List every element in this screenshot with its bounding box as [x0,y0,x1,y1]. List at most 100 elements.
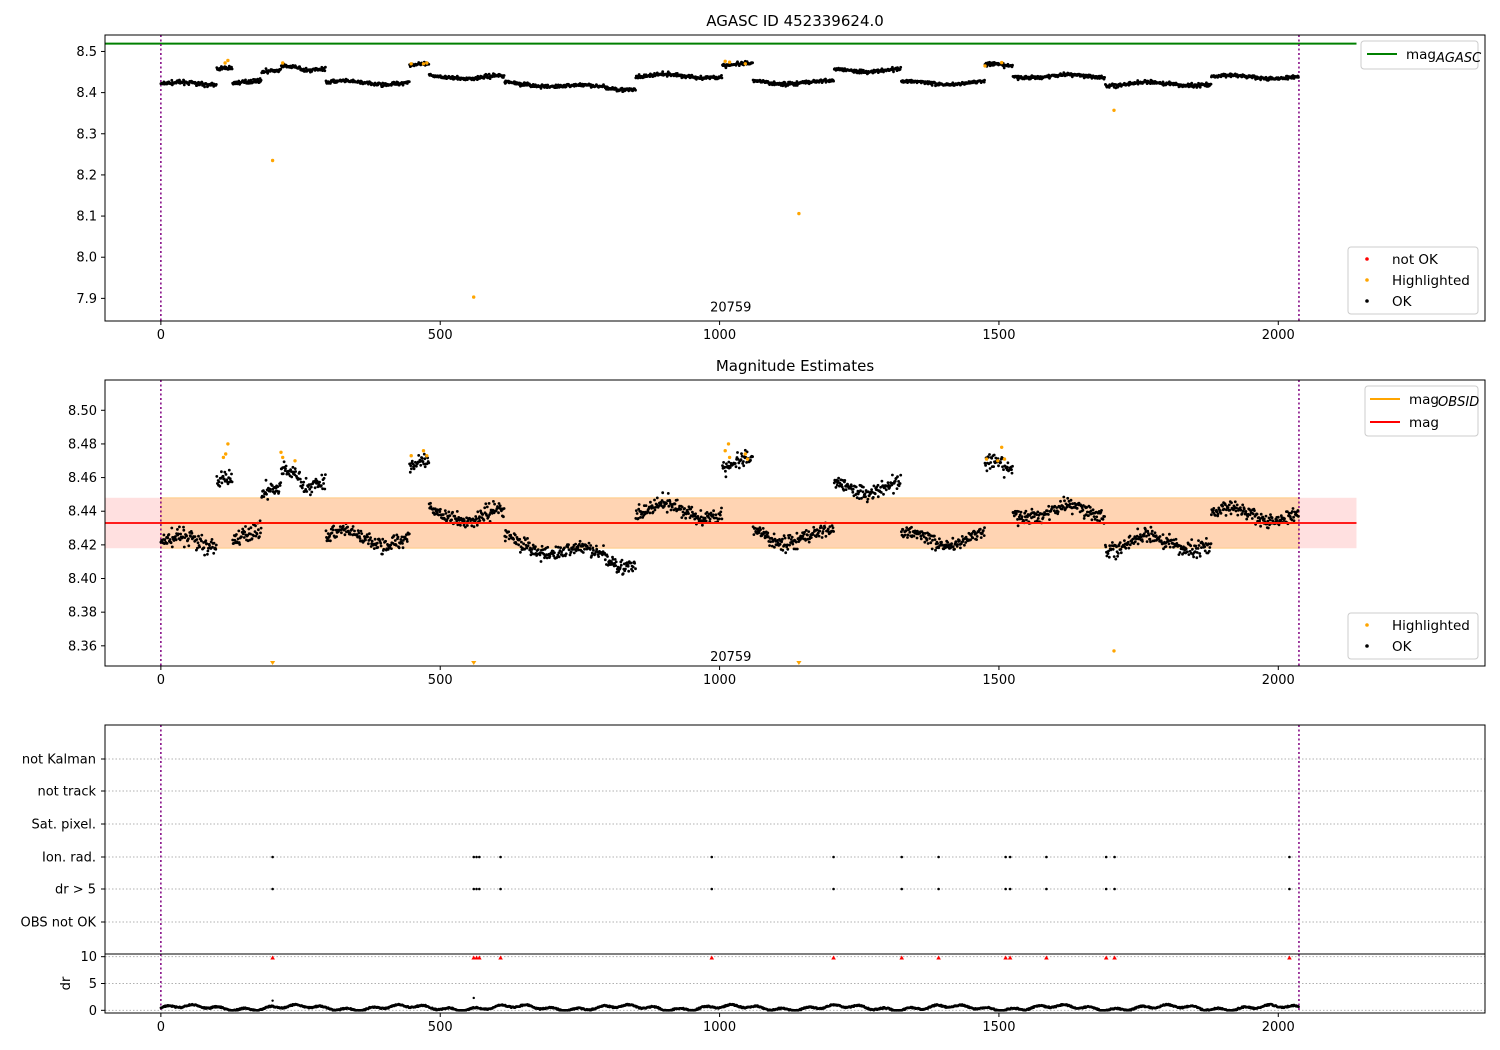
y-tick-label: 8.3 [76,127,97,142]
ok-point [1063,499,1066,503]
ok-point [259,531,262,535]
ok-point [348,532,352,536]
ok-point [268,487,272,491]
ok-point [951,545,955,549]
ok-point [472,525,476,529]
ok-point [783,536,787,540]
ok-point [181,535,185,539]
flag-point-ion-rad [937,855,940,859]
ok-point [211,545,214,549]
ok-point [429,501,432,505]
ok-point [1092,515,1096,518]
ok-point [1047,513,1050,516]
ok-point [684,516,688,520]
ok-point [257,528,260,532]
ok-point [578,539,582,543]
ok-point [475,523,479,527]
ok-point [221,474,225,478]
ok-point [1095,515,1099,519]
x-tick-label: 0 [157,328,165,343]
highlighted-point [226,58,230,63]
ok-point [864,495,867,499]
ok-point [766,531,770,535]
ok-point [528,541,531,545]
ok-point [448,514,452,517]
ok-point [784,551,788,555]
ok-point [854,485,858,489]
flag-point-ion-rad [832,855,835,859]
ok-point [680,516,684,519]
ok-point [1123,539,1126,542]
ok-point [1235,503,1239,507]
ok-point [1208,546,1212,549]
ok-point [557,555,561,559]
ok-point [278,484,282,487]
flag-point-ion-rad [900,855,904,859]
ok-point [667,504,671,508]
ok-point [417,454,421,457]
ok-point [566,545,570,549]
ok-point [1205,537,1208,540]
y-tick-label: 8.42 [68,538,97,553]
ok-point [236,537,240,541]
ok-point [722,461,725,464]
ok-point [187,537,190,541]
ok-point [929,541,933,545]
ok-point [447,510,451,514]
ok-point [478,515,481,519]
ok-point [882,492,885,496]
ok-point [832,530,835,533]
ok-point [235,533,238,536]
ok-point [768,544,771,547]
ok-point [208,544,211,547]
ok-point [844,488,848,491]
highlighted-point [726,442,731,446]
ok-point [323,487,327,491]
ok-point [1161,533,1165,536]
ok-point [423,457,427,461]
ok-point [960,535,964,538]
flag-row-label: Sat. pixel. [32,818,96,833]
ok-point [367,542,370,546]
flag-point-dr5 [832,887,835,891]
ok-point [322,476,326,480]
ok-point [1116,552,1120,555]
ok-point [788,533,792,537]
ok-point [502,507,506,510]
ok-point [1148,537,1152,541]
flag-point-dr5 [710,887,714,891]
ok-point [988,453,991,456]
ok-point [860,496,863,500]
ok-point [1195,551,1199,554]
ok-point [1227,503,1231,507]
ok-point [1168,532,1171,536]
ok-point [653,508,657,512]
ok-point [992,453,996,457]
ok-point [1116,554,1119,558]
ok-point [876,495,880,499]
ok-point [759,528,762,531]
ok-point [1291,507,1295,510]
ok-point [809,536,813,539]
ok-point [249,78,253,82]
ok-point [1213,514,1217,517]
ok-point [1142,534,1146,538]
x-tick-label: 1500 [982,328,1015,343]
ok-point [588,548,592,551]
ok-point [559,546,562,550]
ok-point [1090,518,1094,522]
ok-point [1069,498,1073,502]
ok-point [1112,555,1116,558]
y-tick-label: 8.46 [68,471,97,486]
ok-point [1219,511,1223,515]
ok-point [205,542,209,546]
ok-point [351,525,355,528]
ok-point [230,472,233,476]
ok-point [254,524,257,528]
ok-point [1253,509,1256,512]
ok-point [930,547,934,551]
highlighted-point [409,454,413,458]
ok-point [214,543,218,547]
ok-point [893,479,897,483]
